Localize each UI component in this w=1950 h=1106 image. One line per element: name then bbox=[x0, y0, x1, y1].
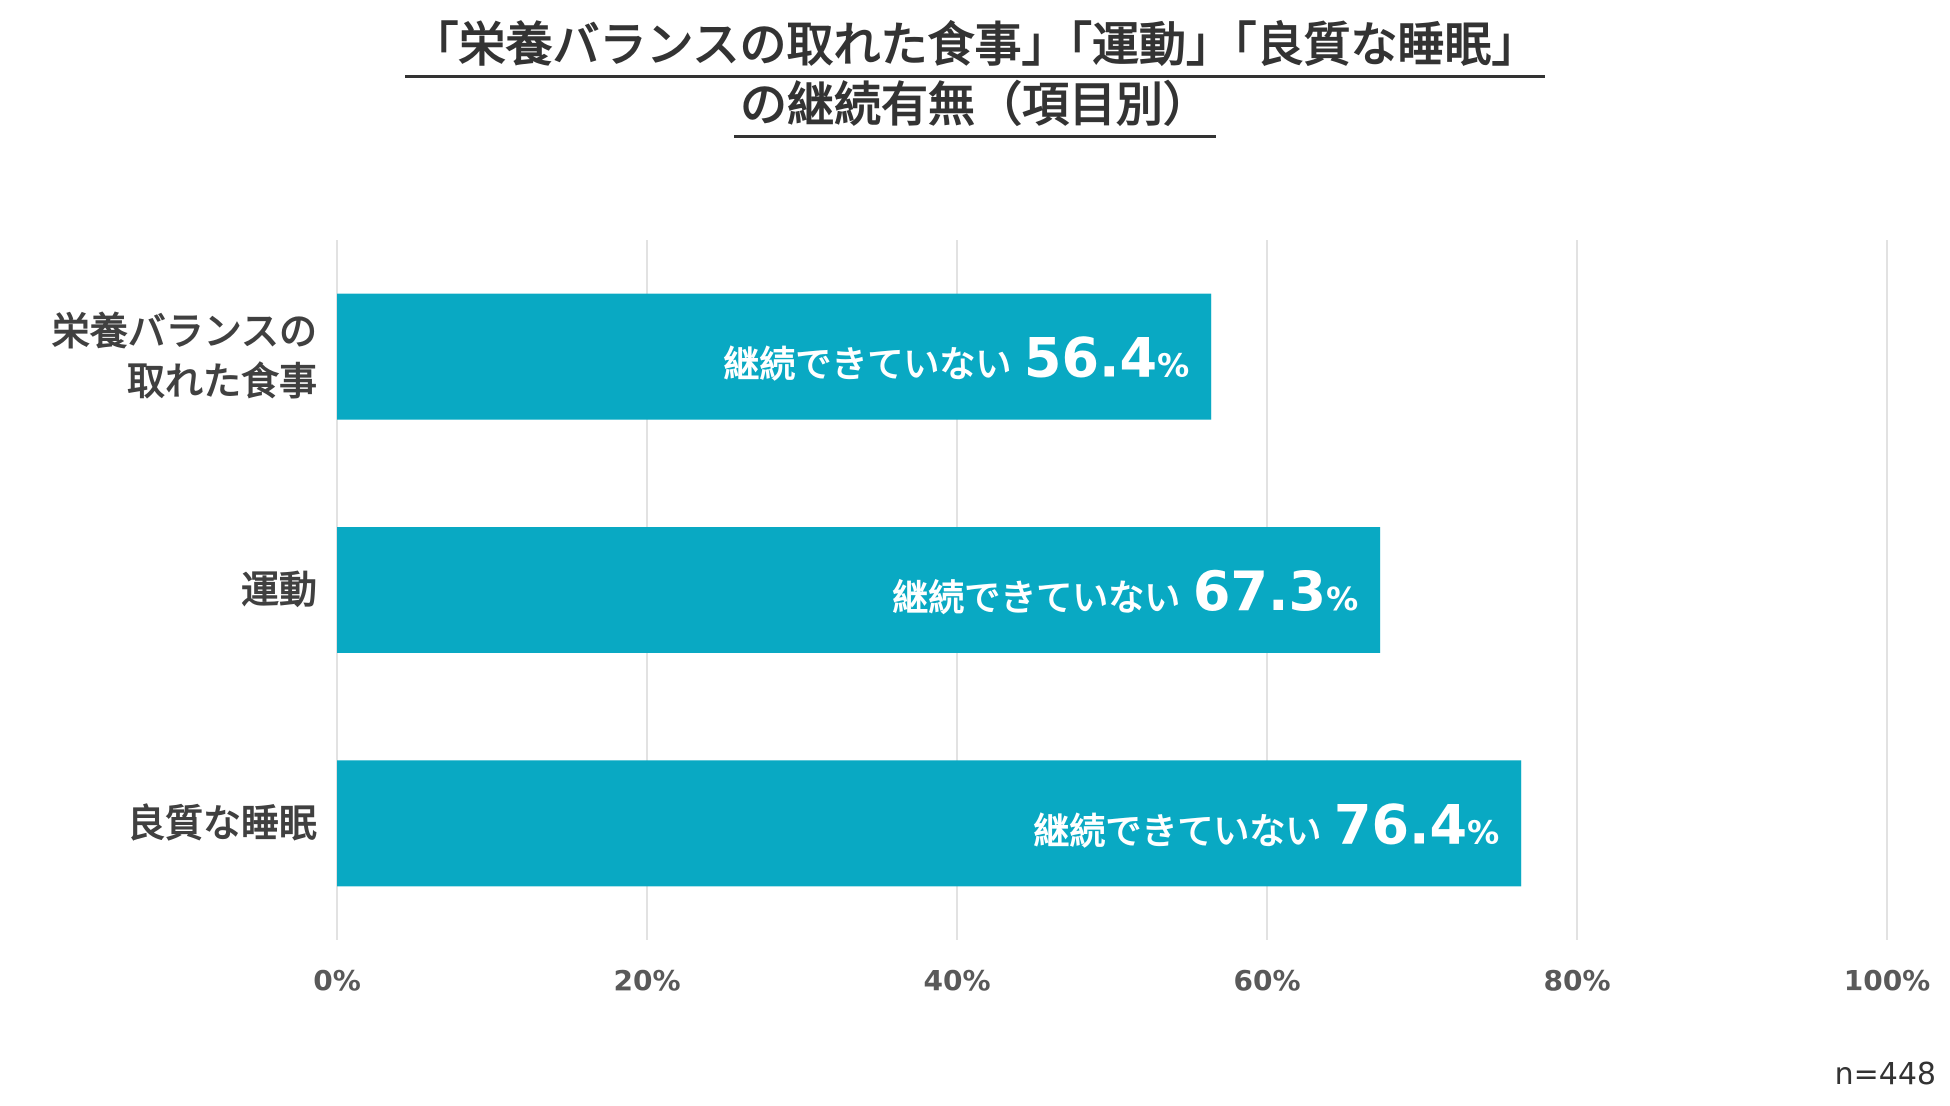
category-label: 栄養バランスの取れた食事 bbox=[52, 310, 317, 404]
x-tick-label: 80% bbox=[1543, 964, 1610, 997]
bar bbox=[337, 527, 1381, 653]
data-label: 継続できていない 56.4% bbox=[723, 327, 1189, 390]
data-label: 継続できていない 67.3% bbox=[892, 560, 1358, 623]
category-label: 運動 bbox=[241, 568, 317, 612]
category-label: 良質な睡眠 bbox=[127, 801, 317, 845]
x-tick-label: 0% bbox=[313, 964, 361, 997]
x-tick-label: 40% bbox=[923, 964, 990, 997]
bar bbox=[337, 293, 1212, 420]
sample-size-note: n=448 bbox=[1834, 1057, 1936, 1092]
x-tick-label: 20% bbox=[613, 964, 680, 997]
bar bbox=[337, 760, 1522, 887]
x-tick-label: 100% bbox=[1844, 964, 1931, 997]
chart-title-line-2: の継続有無（項目別） bbox=[0, 82, 1950, 138]
data-label: 継続できていない 76.4% bbox=[1033, 793, 1499, 856]
x-tick-label: 60% bbox=[1233, 964, 1300, 997]
chart-title-line-1: 「栄養バランスの取れた食事」「運動」「良質な睡眠」 bbox=[0, 22, 1950, 78]
